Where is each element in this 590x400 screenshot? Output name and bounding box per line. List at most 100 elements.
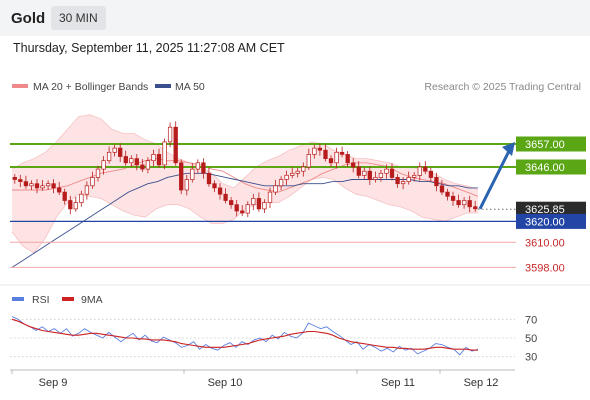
candle-bearish xyxy=(179,162,184,191)
candle-bearish xyxy=(423,166,428,172)
candle-bearish xyxy=(323,149,328,159)
candle-bullish xyxy=(145,160,151,170)
candle-bearish xyxy=(57,187,62,193)
x-tick-label: Sep 10 xyxy=(208,377,243,389)
candle-bullish xyxy=(190,168,195,180)
candle-bullish xyxy=(162,141,167,166)
top-bar: Gold 30 MIN xyxy=(0,0,590,36)
candle-bearish xyxy=(18,179,23,182)
rsi-tick-label: 50 xyxy=(525,333,537,345)
candle-bullish xyxy=(267,191,273,203)
candle-bullish xyxy=(40,185,45,189)
source-credit: Research © 2025 Trading Central xyxy=(424,81,581,93)
rsi-tick-label: 30 xyxy=(525,352,537,364)
level-label: 3646.00 xyxy=(525,162,565,174)
ma9-legend-label: 9MA xyxy=(81,294,103,306)
rsi-legend-swatch xyxy=(12,297,24,301)
candle-bearish xyxy=(68,200,73,210)
candle-bullish xyxy=(106,151,112,162)
candle-bearish xyxy=(140,164,145,170)
candle-bearish xyxy=(450,195,456,201)
candle-bearish xyxy=(206,172,212,185)
candle-bullish xyxy=(45,183,51,187)
candle-bullish xyxy=(406,177,411,182)
candle-bullish xyxy=(417,166,422,176)
candle-bullish xyxy=(184,179,189,191)
candle-bullish xyxy=(312,147,317,155)
candle-bearish xyxy=(123,156,128,164)
x-tick-label: Sep 9 xyxy=(39,377,68,389)
forecast-arrow-head xyxy=(502,142,515,156)
timeframe-selector[interactable]: 30 MIN xyxy=(51,6,106,30)
bollinger-lower-line xyxy=(11,176,478,254)
symbol-title: Gold xyxy=(11,10,46,27)
ma9-legend-swatch xyxy=(62,297,74,301)
level-label: 3610.00 xyxy=(525,237,565,249)
candle-bearish xyxy=(356,166,361,176)
candle-bullish xyxy=(278,179,284,187)
candle-bullish xyxy=(290,172,295,176)
candle-bearish xyxy=(234,204,239,212)
level-label-box xyxy=(516,201,586,217)
candle-bullish xyxy=(412,174,417,178)
candle-bullish xyxy=(79,193,84,203)
forecast-arrow xyxy=(478,150,511,210)
candle-bullish xyxy=(284,174,289,180)
x-tick-label: Sep 11 xyxy=(381,377,415,389)
level-label-box xyxy=(516,213,586,229)
candle-bullish xyxy=(384,168,389,174)
candle-bullish xyxy=(378,172,384,178)
candle-bullish xyxy=(373,177,378,180)
candle-bearish xyxy=(345,154,350,164)
candle-bearish xyxy=(428,170,434,178)
level-label-box xyxy=(516,159,586,175)
candle-bearish xyxy=(328,158,334,164)
candle-bullish xyxy=(462,200,467,206)
ma20-line xyxy=(12,158,479,197)
ma20-legend-label: MA 20 + Bollinger Bands xyxy=(33,81,148,93)
level-label: 3657.00 xyxy=(525,139,565,151)
candle-bearish xyxy=(389,168,395,178)
rsi-ma9-line xyxy=(11,318,478,351)
candle-bearish xyxy=(339,151,345,155)
level-label-box xyxy=(516,136,586,152)
candle-bearish xyxy=(217,187,223,195)
candle-bullish xyxy=(301,166,306,172)
candle-bullish xyxy=(101,160,106,170)
candle-bearish xyxy=(212,183,217,189)
ma50-line xyxy=(11,172,478,268)
ma50-legend-swatch xyxy=(155,84,171,88)
candle-bearish xyxy=(240,210,245,214)
candle-bearish xyxy=(12,177,17,180)
candle-bearish xyxy=(467,200,472,208)
candle-bullish xyxy=(129,158,134,164)
candle-bearish xyxy=(62,191,67,201)
candle-bearish xyxy=(173,126,178,164)
candle-bearish xyxy=(156,154,162,166)
candle-bullish xyxy=(251,198,256,206)
candle-bullish xyxy=(273,185,278,193)
rsi-panel: 70 50 30 xyxy=(10,314,537,364)
candle-bearish xyxy=(351,162,356,168)
candle-bearish xyxy=(395,177,400,185)
rsi-legend-label: RSI xyxy=(32,294,50,306)
level-label: 3625.85 xyxy=(525,204,565,216)
candle-bearish xyxy=(23,181,29,187)
rsi-line xyxy=(11,316,479,356)
candle-bullish xyxy=(112,147,117,153)
candle-bearish xyxy=(456,200,461,206)
candle-bullish xyxy=(400,181,406,185)
candle-bearish xyxy=(51,183,56,189)
candle-bearish xyxy=(223,193,228,201)
candle-bearish xyxy=(434,177,439,187)
candle-bearish xyxy=(118,147,123,157)
candle-bullish xyxy=(306,154,311,168)
candle-bullish xyxy=(90,177,95,187)
chart-datetime: Thursday, September 11, 2025 11:27:08 AM… xyxy=(13,41,285,55)
ma20-legend-swatch xyxy=(12,84,28,88)
candle-bullish xyxy=(295,170,300,174)
candle-bullish xyxy=(167,126,173,143)
x-tick-label: Sep 12 xyxy=(464,377,499,389)
